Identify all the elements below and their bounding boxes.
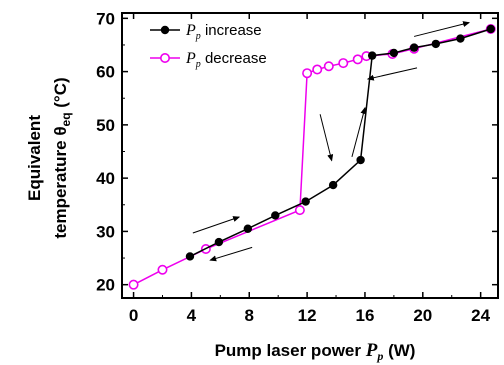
data-point bbox=[214, 237, 224, 247]
data-point bbox=[301, 197, 310, 206]
direction-arrow bbox=[351, 106, 367, 157]
direction-arrow bbox=[319, 114, 334, 162]
data-point bbox=[185, 252, 195, 261]
y-tick-label: 20 bbox=[96, 276, 115, 295]
data-point bbox=[338, 58, 349, 69]
legend-decrease-label: Pp decrease bbox=[185, 50, 267, 70]
y-tick-label: 70 bbox=[96, 9, 115, 28]
legend-increase-label: Pp increase bbox=[185, 22, 262, 42]
y-axis-title: Equivalent temperature θeq (°C) bbox=[25, 77, 73, 238]
data-point bbox=[486, 24, 495, 34]
x-tick-label: 24 bbox=[471, 306, 490, 325]
direction-arrow bbox=[366, 67, 418, 81]
data-point bbox=[356, 155, 365, 165]
y-axis-title-line1: Equivalent bbox=[25, 115, 44, 201]
x-axis-title: Pump laser power Pp (W) bbox=[215, 340, 416, 363]
data-point bbox=[128, 279, 139, 290]
data-point bbox=[312, 64, 323, 75]
y-tick-label: 30 bbox=[96, 222, 115, 241]
series-layer bbox=[128, 23, 496, 290]
data-point bbox=[431, 39, 441, 49]
data-point bbox=[243, 224, 253, 233]
x-tick-label: 12 bbox=[298, 306, 317, 325]
y-axis-title-line2: temperature θeq (°C) bbox=[51, 77, 73, 238]
y-tick-label: 50 bbox=[96, 116, 115, 135]
x-tick-label: 20 bbox=[413, 306, 432, 325]
data-point bbox=[271, 211, 280, 220]
data-point bbox=[294, 205, 305, 216]
x-tick-label: 0 bbox=[129, 306, 138, 325]
data-point bbox=[389, 48, 399, 58]
data-point bbox=[456, 34, 465, 43]
series-decrease bbox=[128, 23, 496, 290]
legend: Pp increase Pp decrease bbox=[150, 22, 267, 70]
direction-arrows bbox=[192, 21, 471, 262]
direction-arrow bbox=[414, 21, 471, 37]
data-point bbox=[157, 264, 168, 275]
y-tick-label: 40 bbox=[96, 169, 115, 188]
data-point bbox=[352, 54, 363, 65]
series-increase bbox=[185, 24, 495, 261]
data-point bbox=[367, 51, 377, 60]
data-point bbox=[328, 180, 338, 190]
direction-arrow bbox=[192, 216, 241, 234]
legend-decrease-marker bbox=[160, 52, 171, 63]
legend-increase-marker bbox=[160, 25, 170, 35]
x-tick-label: 4 bbox=[187, 306, 197, 325]
data-point bbox=[323, 61, 334, 72]
data-point bbox=[409, 43, 419, 52]
x-tick-label: 16 bbox=[355, 306, 374, 325]
y-tick-label: 60 bbox=[96, 63, 115, 82]
x-tick-label: 8 bbox=[245, 306, 254, 325]
plot-frame bbox=[121, 12, 499, 299]
series-line bbox=[133, 28, 491, 286]
plot-area: 0 4 8 12 16 20 24 20 30 40 50 60 70 bbox=[96, 9, 499, 325]
data-point bbox=[302, 68, 313, 79]
direction-arrow bbox=[209, 246, 253, 262]
